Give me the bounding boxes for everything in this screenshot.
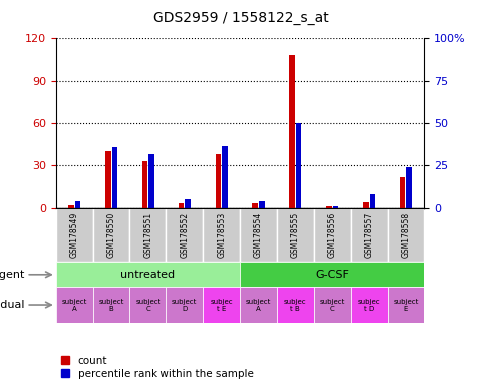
Text: subjec
t B: subjec t B: [284, 298, 306, 311]
Bar: [148, 154, 154, 208]
Bar: [313, 208, 350, 262]
Bar: [129, 288, 166, 323]
Bar: [406, 167, 411, 208]
Bar: [362, 202, 368, 208]
Bar: [240, 288, 276, 323]
Text: GSM178551: GSM178551: [143, 212, 152, 258]
Bar: [222, 146, 227, 208]
Bar: [56, 288, 92, 323]
Text: GSM178554: GSM178554: [254, 212, 262, 258]
Bar: [350, 208, 387, 262]
Text: GSM178549: GSM178549: [70, 212, 78, 258]
Bar: [325, 206, 331, 208]
Bar: [258, 200, 264, 208]
Bar: [240, 262, 424, 288]
Text: GSM178552: GSM178552: [180, 212, 189, 258]
Bar: [313, 288, 350, 323]
Bar: [56, 208, 92, 262]
Text: subject
C: subject C: [319, 298, 344, 311]
Text: subject
D: subject D: [172, 298, 197, 311]
Bar: [92, 208, 129, 262]
Bar: [203, 288, 240, 323]
Bar: [399, 177, 405, 208]
Text: GSM178556: GSM178556: [327, 212, 336, 258]
Bar: [141, 161, 147, 208]
Bar: [332, 206, 338, 208]
Text: GSM178558: GSM178558: [401, 212, 409, 258]
Text: subject
B: subject B: [98, 298, 123, 311]
Bar: [166, 288, 203, 323]
Bar: [215, 154, 221, 208]
Text: subjec
t E: subjec t E: [210, 298, 232, 311]
Bar: [129, 208, 166, 262]
Text: GSM178555: GSM178555: [290, 212, 299, 258]
Bar: [75, 200, 80, 208]
Bar: [111, 147, 117, 208]
Text: GSM178550: GSM178550: [106, 212, 115, 258]
Bar: [288, 55, 294, 208]
Text: G-CSF: G-CSF: [315, 270, 348, 280]
Text: agent: agent: [0, 270, 24, 280]
Bar: [68, 205, 74, 208]
Text: subject
E: subject E: [393, 298, 418, 311]
Bar: [92, 288, 129, 323]
Text: GDS2959 / 1558122_s_at: GDS2959 / 1558122_s_at: [153, 11, 328, 25]
Bar: [276, 208, 313, 262]
Text: GSM178553: GSM178553: [217, 212, 226, 258]
Text: GSM178557: GSM178557: [364, 212, 373, 258]
Text: subjec
t D: subjec t D: [357, 298, 379, 311]
Bar: [387, 208, 424, 262]
Text: subject
C: subject C: [135, 298, 160, 311]
Bar: [295, 123, 301, 208]
Bar: [178, 204, 184, 208]
Bar: [276, 288, 313, 323]
Bar: [56, 262, 240, 288]
Bar: [387, 288, 424, 323]
Bar: [350, 288, 387, 323]
Bar: [203, 208, 240, 262]
Text: individual: individual: [0, 300, 24, 310]
Bar: [166, 208, 203, 262]
Bar: [185, 199, 191, 208]
Bar: [240, 208, 276, 262]
Text: subject
A: subject A: [245, 298, 271, 311]
Text: subject
A: subject A: [61, 298, 87, 311]
Bar: [252, 204, 257, 208]
Bar: [105, 151, 110, 208]
Text: untreated: untreated: [120, 270, 175, 280]
Bar: [369, 194, 375, 208]
Legend: count, percentile rank within the sample: count, percentile rank within the sample: [61, 356, 253, 379]
